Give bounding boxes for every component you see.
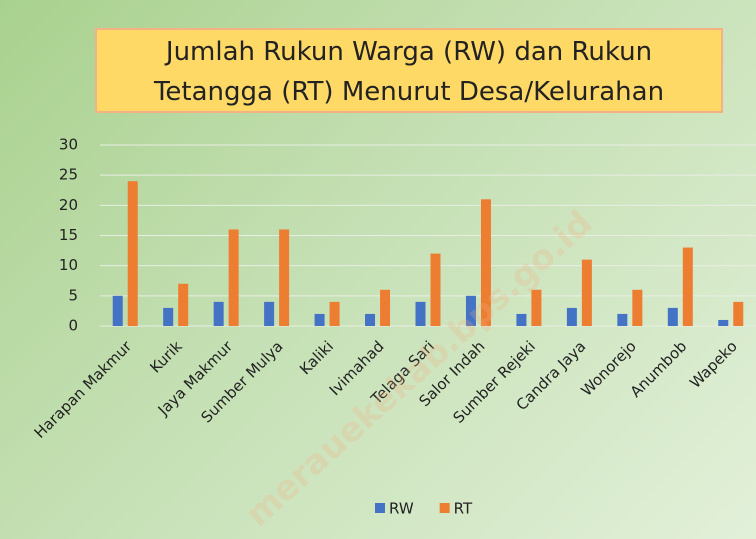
legend-label: RW	[389, 500, 414, 518]
bar	[581, 259, 592, 326]
bar	[380, 289, 391, 326]
y-tick-label: 5	[68, 286, 78, 304]
legend-swatch	[375, 503, 385, 513]
legend-swatch	[439, 503, 450, 513]
legend-label: RT	[454, 500, 473, 518]
bar	[516, 313, 527, 326]
bar	[329, 301, 340, 326]
bar	[112, 295, 123, 326]
bar	[228, 229, 239, 326]
bar	[264, 301, 275, 326]
bar	[667, 307, 678, 326]
bar	[127, 181, 138, 326]
x-tick-label: Kurik	[146, 337, 186, 377]
bar	[213, 301, 224, 326]
bar	[163, 307, 174, 326]
bar	[178, 283, 189, 326]
bar	[430, 253, 441, 326]
bar	[465, 295, 476, 326]
bar	[314, 313, 325, 326]
bar	[733, 301, 744, 326]
y-tick-label: 10	[59, 256, 78, 274]
y-tick-label: 25	[59, 166, 78, 184]
bar	[566, 307, 577, 326]
y-tick-label: 15	[59, 226, 78, 244]
x-tick-label: Wapeko	[686, 337, 741, 392]
y-tick-label: 20	[59, 196, 78, 214]
y-tick-label: 0	[68, 317, 78, 335]
bar	[682, 247, 693, 326]
bar	[480, 199, 491, 326]
bar	[365, 313, 376, 326]
bar	[617, 313, 628, 326]
bar	[718, 319, 729, 326]
bar	[632, 289, 643, 326]
bar	[531, 289, 542, 326]
bar	[415, 301, 426, 326]
x-tick-label: Kaliki	[296, 337, 337, 378]
bar	[279, 229, 290, 326]
x-tick-label: Harapan Makmur	[31, 337, 136, 442]
y-tick-label: 30	[59, 136, 78, 154]
chart-title: Jumlah Rukun Warga (RW) dan Rukun Tetang…	[95, 28, 723, 113]
